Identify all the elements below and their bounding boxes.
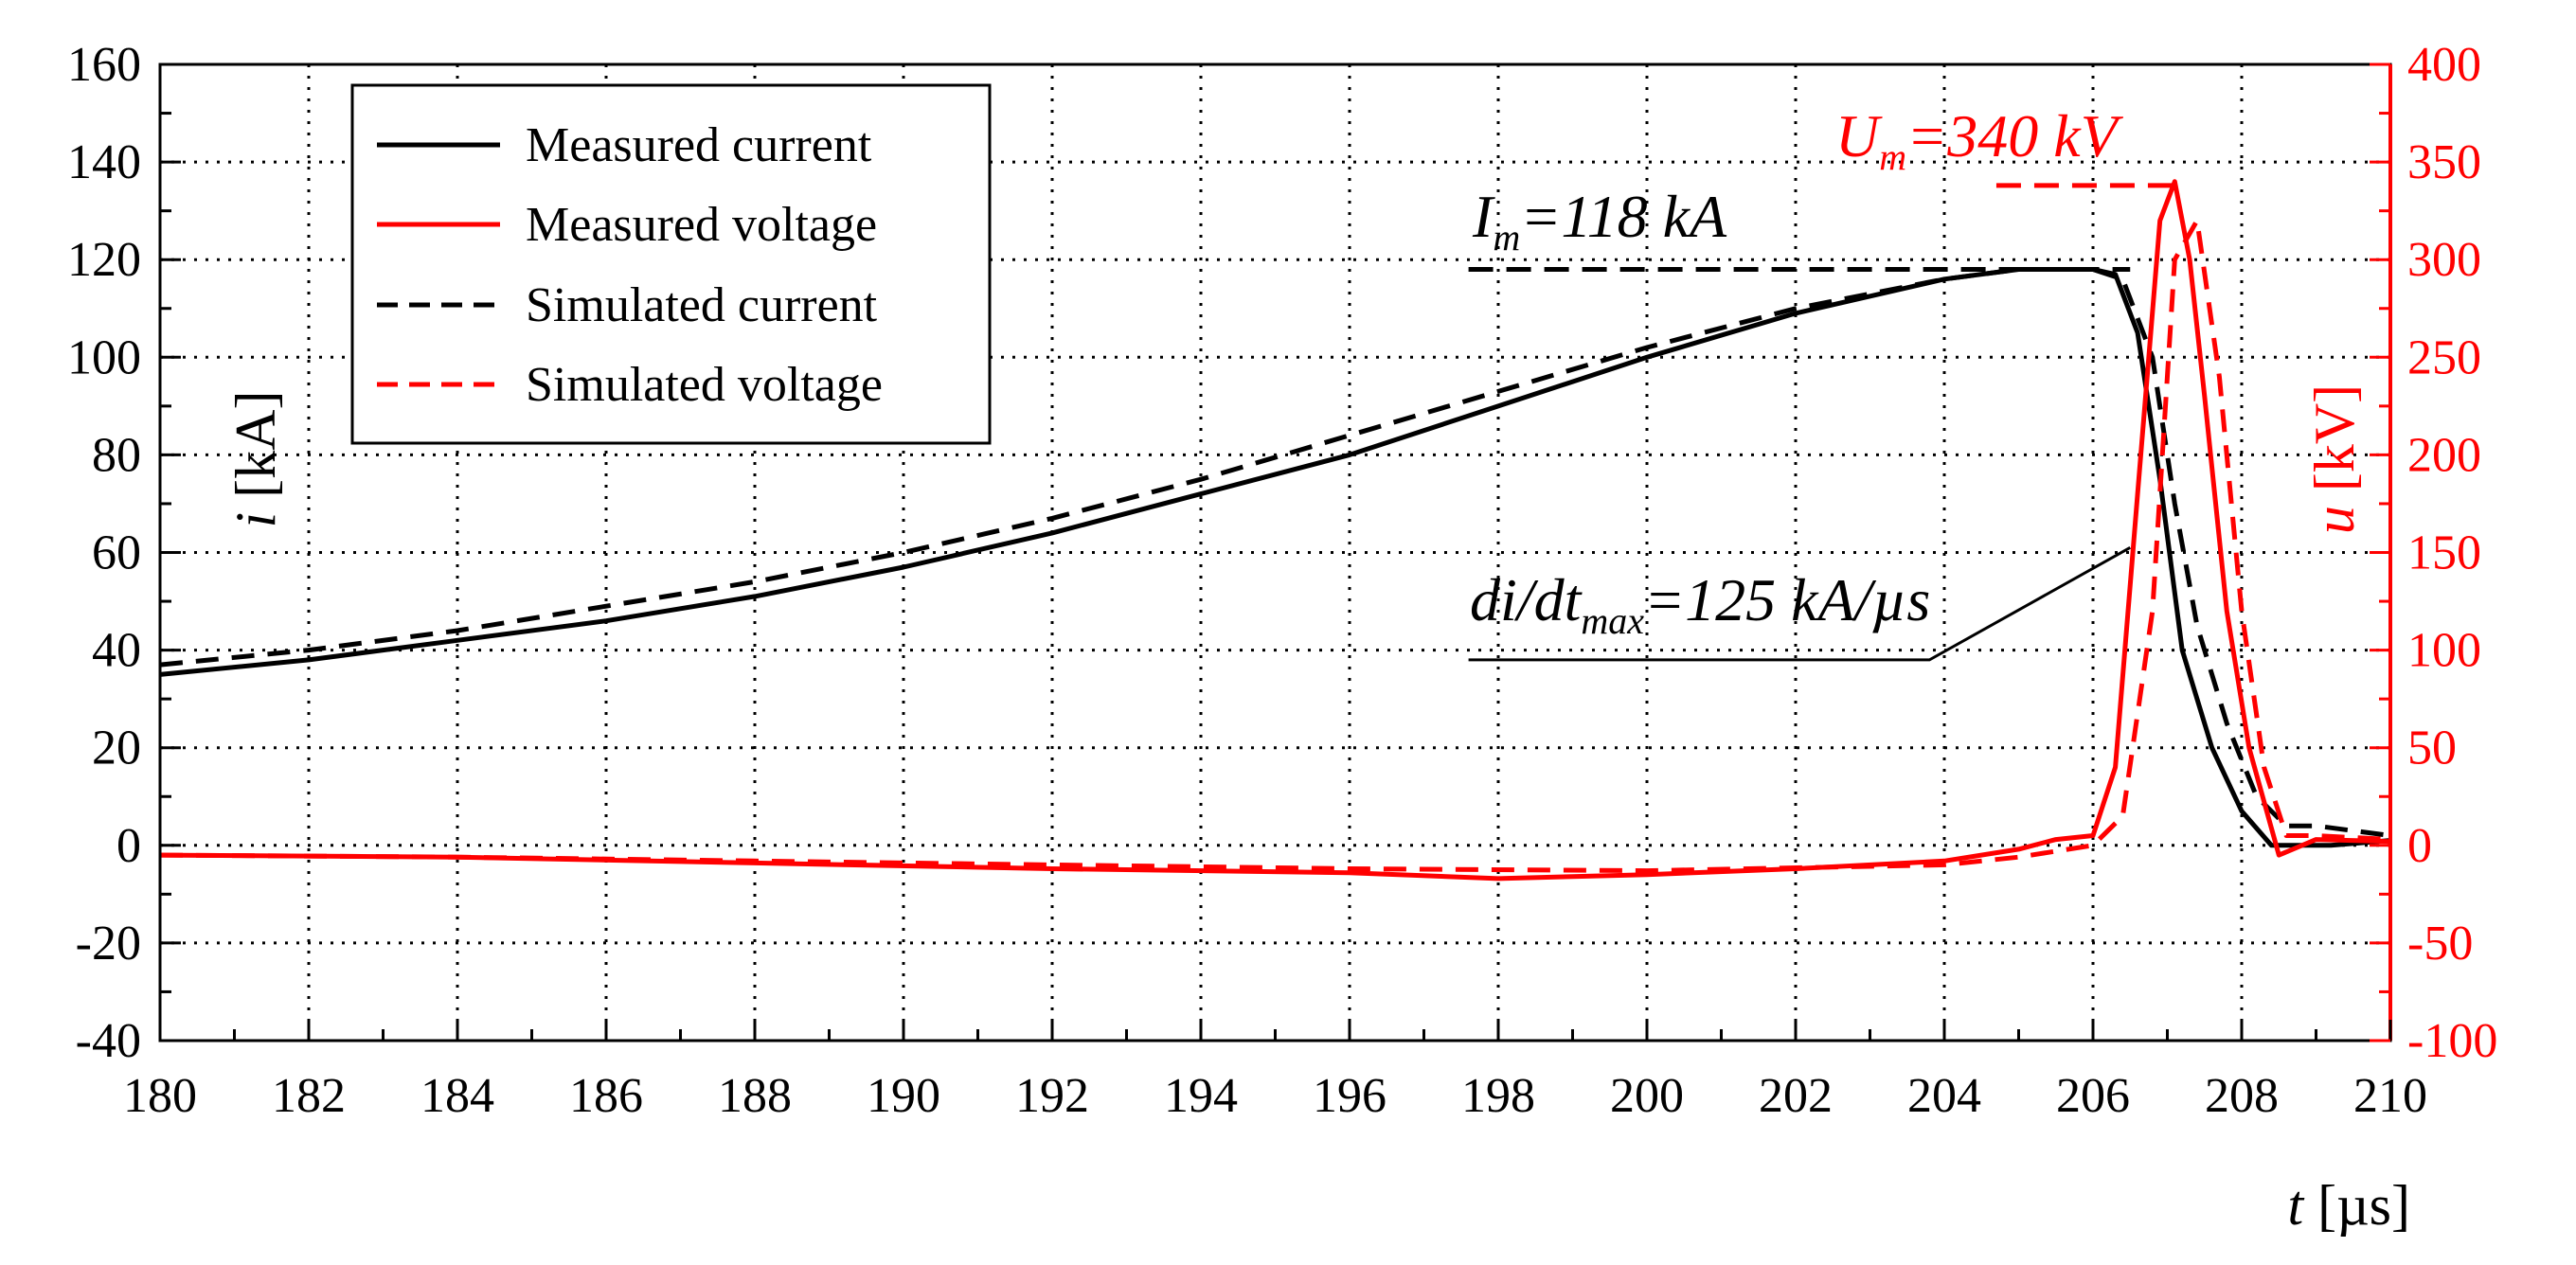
y-right-tick-label: 200 <box>2407 428 2481 482</box>
y-left-tick-label: -40 <box>76 1014 141 1068</box>
current-peak-label: Im=118 kA <box>1472 183 1727 258</box>
y-left-tick-label: 20 <box>92 722 141 775</box>
y-right-tick-label: 0 <box>2407 819 2432 873</box>
y-left-tick-label: 80 <box>92 428 141 482</box>
y-left-tick-label: 140 <box>67 135 141 189</box>
y-right-tick-label: 300 <box>2407 233 2481 287</box>
x-tick-label: 190 <box>867 1069 940 1123</box>
x-axis-ticks: 180 182 184 186 188 190 192 194 196 198 200 202 204 2… <box>123 1020 2427 1123</box>
x-tick-label: 196 <box>1313 1069 1386 1123</box>
y-left-tick-label: 120 <box>67 233 141 287</box>
y-left-tick-label: 0 <box>116 819 141 873</box>
didt-leader-line <box>1468 546 2131 662</box>
series-measured-voltage <box>159 179 2391 882</box>
x-tick-label: 202 <box>1759 1069 1833 1123</box>
x-tick-label: 206 <box>2056 1069 2130 1123</box>
x-tick-label: 208 <box>2205 1069 2279 1123</box>
series-simulated-voltage <box>159 218 2391 874</box>
y-right-axis-ticks: 400 350 300 250 200 150 100 50 0 -50 -100 <box>2370 38 2497 1068</box>
y-right-tick-label: 50 <box>2407 722 2457 775</box>
y-left-tick-label: 100 <box>67 330 141 384</box>
voltage-peak-label: Um=340 kV <box>1835 102 2124 178</box>
legend-label-measured-current: Measured current <box>526 118 872 172</box>
y-right-axis-title: u [kV] <box>2303 384 2366 534</box>
y-right-tick-label: 350 <box>2407 135 2481 189</box>
y-right-tick-label: 250 <box>2407 330 2481 384</box>
legend-label-measured-voltage: Measured voltage <box>526 198 877 252</box>
series-measured-current <box>159 267 2391 848</box>
y-right-tick-label: 150 <box>2407 526 2481 580</box>
x-tick-label: 204 <box>1907 1069 1981 1123</box>
x-tick-label: 184 <box>420 1069 494 1123</box>
didt-label: di/dtmax=125 kA/µs <box>1470 566 1930 642</box>
series-group <box>159 179 2391 882</box>
y-right-tick-label: 400 <box>2407 38 2481 92</box>
y-right-tick-label: -50 <box>2407 917 2473 971</box>
x-axis-title: t [µs] <box>2287 1174 2410 1237</box>
x-tick-label: 210 <box>2353 1069 2427 1123</box>
y-left-tick-label: 160 <box>67 38 141 92</box>
x-tick-label: 188 <box>718 1069 792 1123</box>
y-left-axis-title: i [kA] <box>224 391 287 528</box>
y-left-tick-label: -20 <box>76 917 141 971</box>
x-tick-label: 180 <box>123 1069 197 1123</box>
legend: Measured current Measured voltage Simula… <box>350 83 992 445</box>
y-left-tick-label: 60 <box>92 526 141 580</box>
x-tick-label: 194 <box>1164 1069 1238 1123</box>
y-left-axis-ticks: 160 140 120 100 80 60 40 20 0 -20 -40 <box>67 38 181 1068</box>
x-tick-label: 186 <box>569 1069 643 1123</box>
y-left-tick-label: 40 <box>92 624 141 678</box>
x-tick-label: 182 <box>272 1069 346 1123</box>
annotations: Im=118 kA Um=340 kV di/dtmax=125 kA/µs <box>1468 102 2183 662</box>
x-tick-label: 200 <box>1610 1069 1684 1123</box>
legend-label-simulated-current: Simulated current <box>526 278 878 332</box>
y-right-tick-label: 100 <box>2407 624 2481 678</box>
y-right-tick-label: -100 <box>2407 1014 2497 1068</box>
x-tick-label: 198 <box>1461 1069 1535 1123</box>
legend-label-simulated-voltage: Simulated voltage <box>526 358 883 412</box>
x-tick-label: 192 <box>1015 1069 1089 1123</box>
